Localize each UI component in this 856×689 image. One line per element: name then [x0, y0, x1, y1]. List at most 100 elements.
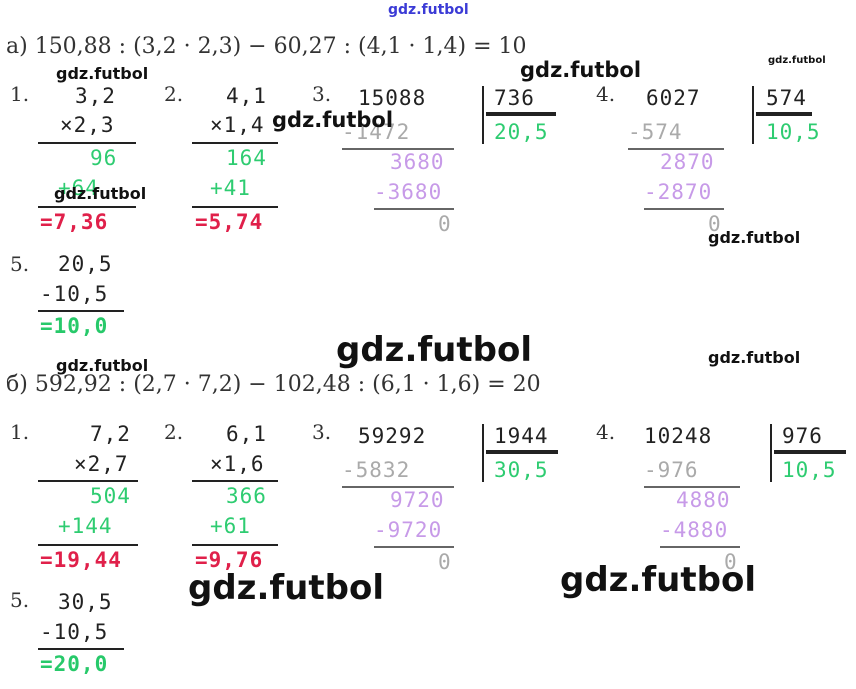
rule — [38, 206, 136, 208]
divisor: 1944 — [494, 424, 549, 448]
partial-1: 504 — [90, 484, 131, 508]
remainder-1: 3680 — [390, 150, 445, 174]
watermark: gdz.futbol — [708, 228, 801, 247]
difference-result: =10,0 — [40, 314, 109, 338]
factor-a: 6,1 — [226, 422, 267, 446]
minuend: 30,5 — [58, 590, 113, 614]
division-bar — [770, 424, 772, 482]
step-label: 3. — [312, 82, 332, 106]
subtrahend: -10,5 — [40, 282, 109, 306]
dividend: 10248 — [644, 424, 713, 448]
rule — [192, 544, 278, 546]
step-label: 1. — [10, 82, 30, 106]
quotient: 20,5 — [494, 120, 549, 144]
product-result: =7,36 — [40, 210, 109, 234]
step-label: 2. — [164, 82, 184, 106]
equation-a: а) 150,88 : (3,2 · 2,3) − 60,27 : (4,1 ·… — [6, 34, 527, 59]
step-label: 3. — [312, 420, 332, 444]
quotient: 10,5 — [766, 120, 821, 144]
subtrahend-2: -2870 — [644, 180, 713, 204]
factor-a: 3,2 — [75, 84, 116, 108]
minuend: 20,5 — [58, 252, 113, 276]
product-result: =9,76 — [195, 548, 264, 572]
subtrahend-1: -5832 — [342, 458, 411, 482]
product-result: =19,44 — [40, 548, 122, 572]
divisor: 574 — [766, 86, 807, 110]
watermark: gdz.futbol — [272, 108, 394, 132]
watermark: gdz.futbol — [54, 184, 147, 203]
remainder-2: 0 — [438, 550, 452, 574]
subtrahend-2: -9720 — [374, 518, 443, 542]
divisor: 736 — [494, 86, 535, 110]
remainder-1: 9720 — [390, 488, 445, 512]
partial-2: +144 — [58, 514, 113, 538]
watermark-top: gdz.futbol — [388, 2, 469, 18]
rule — [342, 486, 454, 488]
step-label: 4. — [596, 82, 616, 106]
subtrahend-2: -3680 — [374, 180, 443, 204]
difference-result: =20,0 — [40, 652, 109, 676]
subtrahend-1: -574 — [628, 120, 683, 144]
rule — [38, 544, 138, 546]
remainder-2: 0 — [724, 550, 738, 574]
subtrahend: -10,5 — [40, 620, 109, 644]
partial-2: +64 — [58, 176, 99, 200]
remainder-1: 4880 — [676, 488, 731, 512]
rule — [38, 310, 124, 312]
partial-1: 366 — [226, 484, 267, 508]
rule — [38, 480, 138, 482]
watermark: gdz.futbol — [56, 356, 149, 375]
quotient: 30,5 — [494, 458, 549, 482]
watermark: gdz.futbol — [188, 568, 384, 608]
rule — [192, 142, 278, 144]
divisor-rule — [756, 112, 812, 116]
partial-1: 96 — [90, 146, 118, 170]
watermark: gdz.futbol — [708, 348, 801, 367]
partial-2: +61 — [210, 514, 251, 538]
dividend: 15088 — [358, 86, 427, 110]
step-label: 1. — [10, 420, 30, 444]
rule — [38, 142, 136, 144]
remainder-2: 0 — [438, 212, 452, 236]
divisor-rule — [774, 450, 846, 454]
step-label: 5. — [10, 588, 30, 612]
rule — [374, 208, 454, 210]
watermark: gdz.futbol — [768, 55, 826, 66]
dividend: 59292 — [358, 424, 427, 448]
watermark: gdz.futbol — [56, 64, 149, 83]
step-label: 2. — [164, 420, 184, 444]
watermark: gdz.futbol — [560, 560, 756, 600]
product-result: =5,74 — [195, 210, 264, 234]
factor-b: ×1,4 — [210, 113, 265, 137]
divisor-rule — [486, 450, 558, 454]
step-label: 4. — [596, 420, 616, 444]
division-bar — [752, 86, 754, 144]
factor-b: ×2,3 — [60, 113, 115, 137]
rule — [192, 206, 278, 208]
watermark: gdz.futbol — [336, 330, 532, 370]
divisor-rule — [486, 112, 556, 116]
factor-b: ×1,6 — [210, 452, 265, 476]
factor-a: 7,2 — [90, 422, 131, 446]
divisor: 976 — [782, 424, 823, 448]
rule — [660, 546, 740, 548]
rule — [644, 208, 724, 210]
rule — [342, 148, 454, 150]
subtrahend-1: -1472 — [342, 120, 411, 144]
factor-b: ×2,7 — [74, 452, 129, 476]
partial-2: +41 — [210, 176, 251, 200]
dividend: 6027 — [646, 86, 701, 110]
partial-1: 164 — [226, 146, 267, 170]
rule — [628, 148, 724, 150]
factor-a: 4,1 — [226, 84, 267, 108]
step-label: 5. — [10, 252, 30, 276]
rule — [192, 480, 278, 482]
remainder-2: 0 — [708, 212, 722, 236]
watermark: gdz.futbol — [520, 58, 642, 82]
subtrahend-2: -4880 — [660, 518, 729, 542]
equation-b: б) 592,92 : (2,7 · 7,2) − 102,48 : (6,1 … — [6, 372, 541, 397]
division-bar — [482, 86, 484, 144]
remainder-1: 2870 — [660, 150, 715, 174]
subtrahend-1: -976 — [644, 458, 699, 482]
rule — [38, 648, 124, 650]
